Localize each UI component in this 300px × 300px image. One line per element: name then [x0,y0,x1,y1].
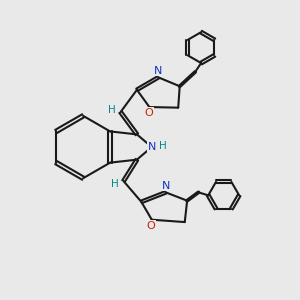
Text: O: O [147,220,155,231]
Text: N: N [161,181,170,191]
Text: N: N [148,142,156,152]
Text: H: H [108,105,116,115]
Text: H: H [111,179,119,189]
Text: N: N [154,66,163,76]
Text: H: H [159,141,167,151]
Text: O: O [144,108,153,118]
